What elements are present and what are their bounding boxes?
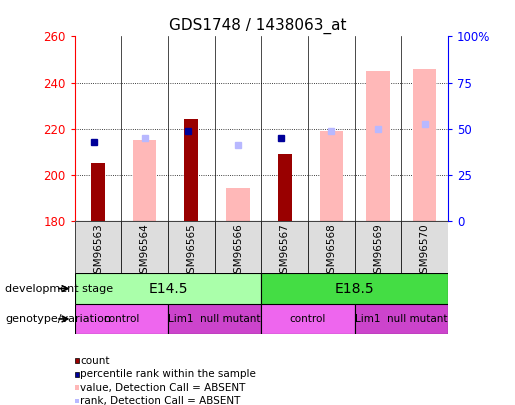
Text: control: control xyxy=(103,314,140,324)
Bar xyxy=(168,304,261,334)
Bar xyxy=(184,119,198,221)
Bar xyxy=(355,221,401,273)
Bar xyxy=(91,163,105,221)
Text: genotype/variation: genotype/variation xyxy=(5,314,111,324)
Bar xyxy=(261,304,355,334)
Bar xyxy=(75,221,122,273)
Text: E18.5: E18.5 xyxy=(335,281,374,296)
Text: Lim1  null mutant: Lim1 null mutant xyxy=(355,314,448,324)
Bar xyxy=(355,304,448,334)
Text: GDS1748 / 1438063_at: GDS1748 / 1438063_at xyxy=(169,18,346,34)
Text: Lim1  null mutant: Lim1 null mutant xyxy=(168,314,261,324)
Bar xyxy=(215,221,261,273)
Bar xyxy=(122,221,168,273)
Bar xyxy=(261,221,308,273)
Text: GSM96569: GSM96569 xyxy=(373,224,383,280)
Text: GSM96568: GSM96568 xyxy=(327,224,336,280)
Text: GSM96567: GSM96567 xyxy=(280,224,290,280)
Bar xyxy=(227,188,250,221)
Bar xyxy=(413,69,436,221)
Bar xyxy=(75,273,261,304)
Text: count: count xyxy=(80,356,110,366)
Text: GSM96565: GSM96565 xyxy=(186,224,196,280)
Text: development stage: development stage xyxy=(5,284,113,294)
Bar xyxy=(308,221,355,273)
Text: value, Detection Call = ABSENT: value, Detection Call = ABSENT xyxy=(80,383,246,392)
Bar xyxy=(278,154,291,221)
Text: percentile rank within the sample: percentile rank within the sample xyxy=(80,369,256,379)
Bar xyxy=(133,140,157,221)
Bar xyxy=(366,71,390,221)
Text: GSM96566: GSM96566 xyxy=(233,224,243,280)
Bar xyxy=(75,304,168,334)
Text: GSM96563: GSM96563 xyxy=(93,224,103,280)
Text: GSM96570: GSM96570 xyxy=(420,224,430,280)
Bar xyxy=(401,221,448,273)
Text: GSM96564: GSM96564 xyxy=(140,224,150,280)
Text: rank, Detection Call = ABSENT: rank, Detection Call = ABSENT xyxy=(80,396,241,405)
Text: E14.5: E14.5 xyxy=(148,281,188,296)
Bar xyxy=(168,221,215,273)
Bar xyxy=(261,273,448,304)
Bar xyxy=(320,131,343,221)
Text: control: control xyxy=(290,314,326,324)
